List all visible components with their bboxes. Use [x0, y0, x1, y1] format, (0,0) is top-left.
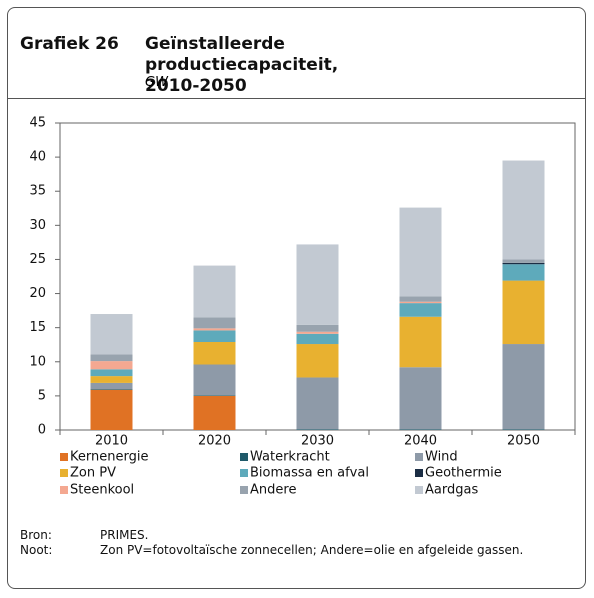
y-tick-label: 0 — [38, 423, 46, 438]
y-tick-label: 15 — [29, 320, 46, 335]
legend-label: Waterkracht — [250, 450, 330, 465]
x-tick-label: 2050 — [507, 434, 540, 449]
y-tick-label: 20 — [29, 286, 46, 301]
y-tick-label: 30 — [29, 218, 46, 233]
bar-segment — [399, 429, 442, 430]
note: Zon PV=fotovoltaïsche zonnecellen; Ander… — [100, 543, 524, 557]
bar-segment — [90, 361, 133, 370]
bar-segment — [296, 244, 339, 325]
bar-segment — [502, 264, 545, 281]
bar-segment — [399, 303, 442, 317]
legend-label: Wind — [425, 450, 458, 465]
bar-segment — [399, 316, 442, 368]
legend-label: Geothermie — [425, 466, 502, 481]
legend-swatch — [240, 453, 248, 461]
bar-segment — [296, 344, 339, 378]
bar-segment — [296, 377, 339, 430]
bar-segment — [296, 331, 339, 334]
bar-segment — [502, 262, 545, 265]
bar-segment — [296, 324, 339, 332]
bar-segment — [502, 259, 545, 263]
x-tick-label: 2010 — [95, 434, 128, 449]
bar-segment — [90, 376, 133, 383]
legend-label: Zon PV — [70, 466, 116, 481]
bar-segment — [502, 344, 545, 430]
bar-segment — [502, 160, 545, 260]
bar-segment — [399, 207, 442, 297]
legend-label: Biomassa en afval — [250, 466, 369, 481]
bar-segment — [90, 389, 133, 390]
x-tick-label: 2030 — [301, 434, 334, 449]
bar-segment — [399, 301, 442, 304]
bar-segment — [193, 395, 236, 430]
bar-segment — [193, 317, 236, 329]
bar-segment — [193, 364, 236, 396]
frame — [7, 7, 586, 589]
x-tick-label: 2040 — [404, 434, 437, 449]
bar-segment — [296, 429, 339, 430]
bar-segment — [193, 395, 236, 396]
bar-segment — [193, 328, 236, 331]
y-tick-label: 10 — [29, 354, 46, 369]
legend-label: Aardgas — [425, 483, 478, 498]
bar-segment — [90, 389, 133, 430]
legend-swatch — [415, 469, 423, 477]
bar-segment — [90, 369, 133, 377]
bar-segment — [399, 296, 442, 302]
bar-segment — [399, 367, 442, 430]
y-tick-label: 25 — [29, 252, 46, 267]
bar-segment — [296, 333, 339, 345]
y-tick-label: 35 — [29, 184, 46, 199]
bar-segment — [90, 354, 133, 362]
bar-segment — [193, 341, 236, 365]
y-tick-label: 45 — [29, 116, 46, 131]
y-tick-label: 40 — [29, 150, 46, 165]
legend-swatch — [240, 486, 248, 494]
legend-label: Kernenergie — [70, 450, 148, 465]
bar-segment — [90, 382, 133, 390]
legend-swatch — [240, 469, 248, 477]
note-label: Noot: — [20, 543, 53, 557]
chart-title: Geïnstalleerde productiecapaciteit, 2010… — [145, 34, 339, 96]
bar-segment — [193, 265, 236, 318]
header: Grafiek 26 Geïnstalleerde productiecapac… — [7, 7, 586, 99]
bar-segment — [90, 314, 133, 355]
legend-label: Steenkool — [70, 483, 134, 498]
legend-swatch — [60, 469, 68, 477]
bar-segment — [502, 429, 545, 430]
source-label: Bron: — [20, 528, 52, 542]
source: PRIMES. — [100, 528, 149, 542]
x-tick-label: 2020 — [198, 434, 231, 449]
legend-label: Andere — [250, 483, 296, 498]
chart-subtitle: GW — [145, 75, 168, 90]
y-tick-label: 5 — [38, 388, 46, 403]
bar-segment — [193, 330, 236, 342]
chart-label: Grafiek 26 — [20, 34, 119, 54]
legend-swatch — [60, 453, 68, 461]
legend-swatch — [60, 486, 68, 494]
bar-segment — [502, 280, 545, 345]
legend-swatch — [415, 486, 423, 494]
chart: 0 5 10 15 20 25 30 35 40 45 2010 2020 2030 2040 2050 Ke… — [29, 116, 576, 498]
legend-swatch — [415, 453, 423, 461]
